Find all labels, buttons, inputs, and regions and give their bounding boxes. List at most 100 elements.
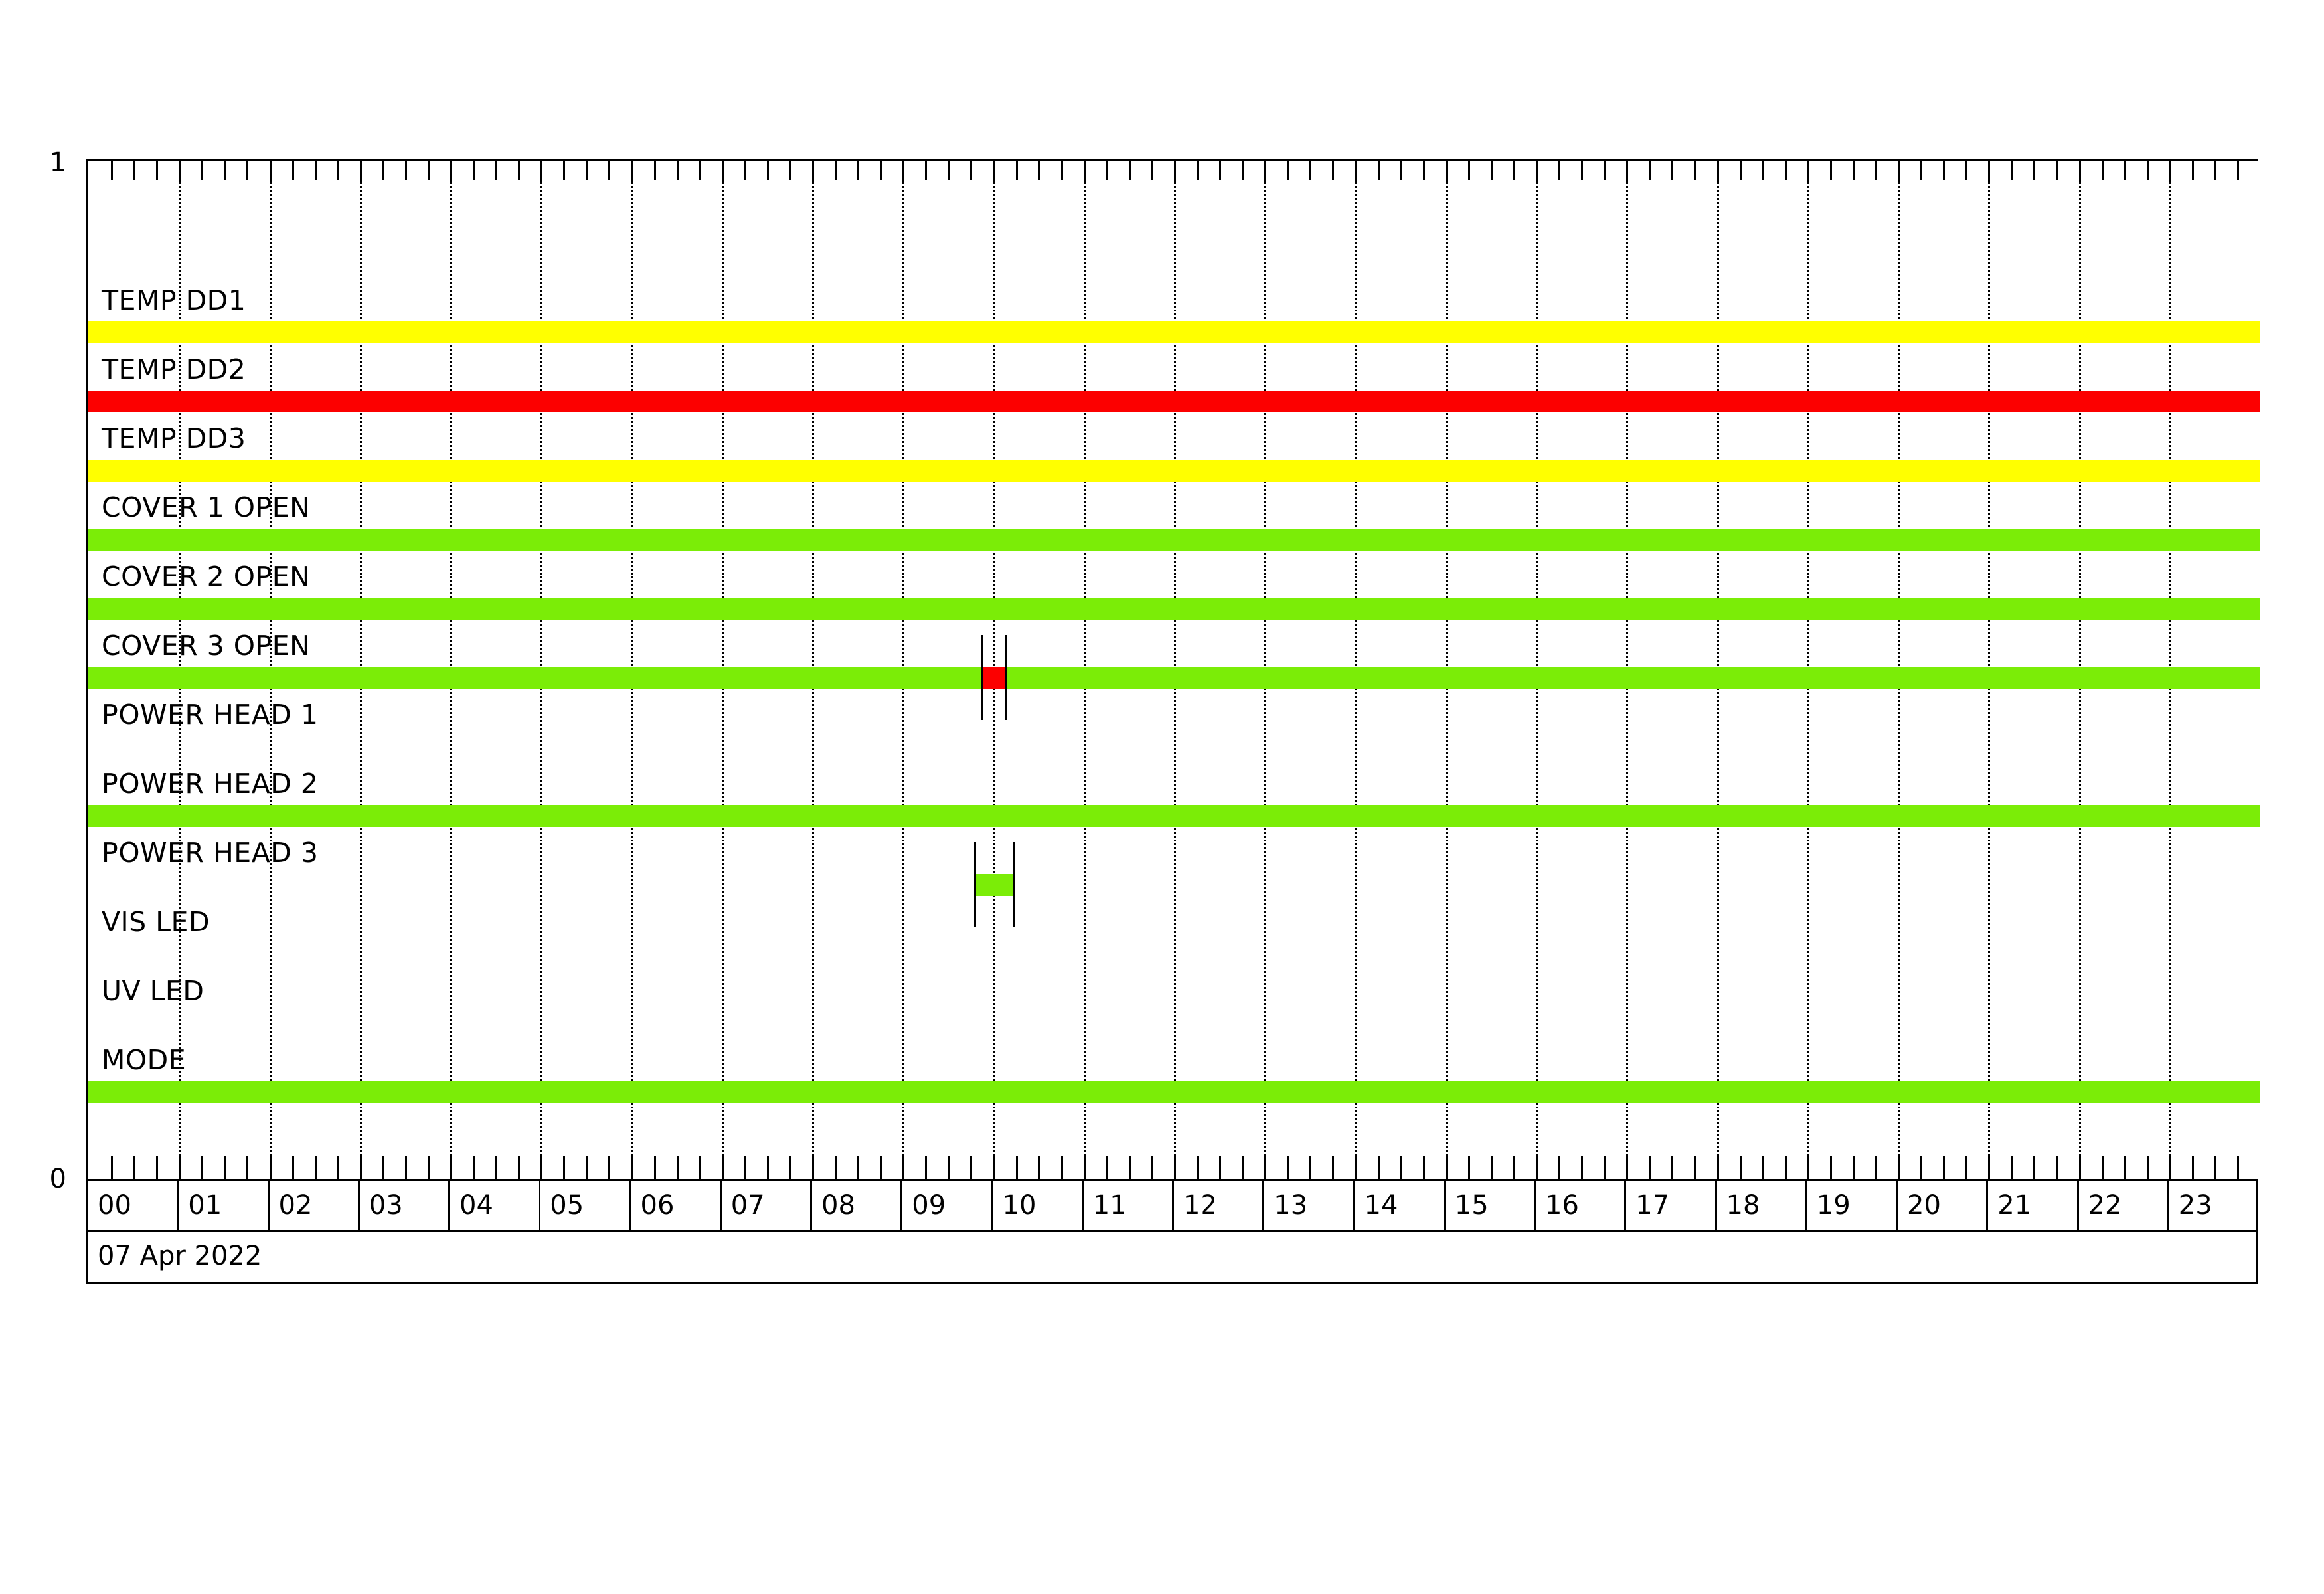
hour-tick — [359, 161, 362, 184]
minor-tick — [2011, 161, 2013, 180]
minor-tick — [1943, 1156, 1946, 1179]
hour-tick — [450, 1156, 452, 1179]
minor-tick — [608, 1156, 611, 1179]
minor-tick — [1151, 161, 1153, 180]
minor-tick — [880, 1156, 882, 1179]
minor-tick — [586, 161, 588, 180]
minor-tick — [1377, 161, 1380, 180]
minor-tick — [224, 1156, 226, 1179]
hour-tick — [2078, 161, 2081, 184]
minor-tick — [744, 161, 746, 180]
hour-tick — [540, 161, 543, 184]
row-label: VIS LED — [102, 906, 210, 938]
timeline-row: COVER 2 OPEN — [88, 561, 2260, 630]
minor-tick — [1762, 161, 1764, 180]
hour-tick — [1536, 161, 1538, 184]
hour-label-cell: 05 — [540, 1181, 631, 1230]
hour-tick — [1083, 161, 1086, 184]
status-bar — [88, 1081, 2260, 1103]
minor-tick — [970, 161, 973, 180]
minor-tick — [1581, 1156, 1584, 1179]
hour-label-cell: 04 — [450, 1181, 541, 1230]
row-label: UV LED — [102, 975, 205, 1007]
minor-tick — [1490, 161, 1493, 180]
minor-tick — [2191, 161, 2194, 180]
minor-tick — [1739, 1156, 1742, 1179]
minor-tick — [1467, 161, 1470, 180]
minor-tick — [427, 161, 430, 180]
minor-tick — [156, 1156, 159, 1179]
hour-label-cell: 14 — [1355, 1181, 1446, 1230]
status-bar — [88, 321, 2260, 343]
hour-tick — [1716, 161, 1719, 184]
hour-tick — [1083, 1156, 1086, 1179]
minor-tick — [1309, 1156, 1312, 1179]
minor-tick — [1649, 161, 1651, 180]
minor-tick — [2146, 161, 2149, 180]
hour-tick — [179, 1156, 181, 1179]
cursor-line — [981, 635, 983, 720]
minor-tick — [111, 1156, 114, 1179]
timeline-row: MODE — [88, 1044, 2260, 1113]
minor-tick — [1581, 161, 1584, 180]
hour-label-cell: 00 — [88, 1181, 179, 1230]
hour-axis-band: 00 01 02 03 04 05 06 07 08 09 10 11 12 13 14 15 16 17 18 19… — [86, 1179, 2258, 1232]
minor-tick — [1671, 161, 1674, 180]
event-segment — [1005, 667, 2260, 689]
minor-tick — [1920, 161, 1923, 180]
row-label: TEMP DD1 — [102, 284, 246, 316]
timeline-row: POWER HEAD 3 — [88, 837, 2258, 906]
minor-tick — [1197, 161, 1199, 180]
hour-label-cell: 01 — [179, 1181, 270, 1230]
date-band: 07 Apr 2022 — [86, 1232, 2258, 1284]
hour-tick — [2169, 1156, 2171, 1179]
minor-tick — [1332, 1156, 1335, 1179]
minor-tick — [653, 1156, 656, 1179]
hour-label-cell: 22 — [2079, 1181, 2169, 1230]
minor-tick — [1852, 1156, 1855, 1179]
minor-tick — [1128, 1156, 1131, 1179]
hour-label-cell: 20 — [1898, 1181, 1989, 1230]
minor-tick — [314, 161, 317, 180]
minor-tick — [291, 161, 294, 180]
minor-tick — [835, 1156, 837, 1179]
minor-tick — [744, 1156, 746, 1179]
minor-tick — [1015, 161, 1018, 180]
minor-tick — [1965, 1156, 1968, 1179]
row-label: COVER 1 OPEN — [102, 491, 311, 523]
hour-tick — [902, 1156, 905, 1179]
minor-tick — [925, 161, 928, 180]
minor-tick — [563, 161, 566, 180]
minor-tick — [1309, 161, 1312, 180]
minor-tick — [1219, 1156, 1222, 1179]
hour-tick — [721, 161, 724, 184]
hour-tick — [1807, 1156, 1809, 1179]
minor-tick — [404, 161, 407, 180]
minor-tick — [1219, 161, 1222, 180]
minor-tick — [1242, 161, 1244, 180]
hour-tick — [179, 161, 181, 184]
minor-tick — [133, 161, 136, 180]
hour-tick — [1355, 161, 1357, 184]
minor-tick — [1038, 161, 1040, 180]
minor-tick — [653, 161, 656, 180]
minor-tick — [676, 1156, 679, 1179]
hour-tick — [1264, 1156, 1267, 1179]
hour-label-cell: 11 — [1084, 1181, 1174, 1230]
minor-tick — [1829, 161, 1832, 180]
cursor-line — [973, 842, 976, 927]
hour-label-cell: 16 — [1536, 1181, 1627, 1230]
minor-tick — [1604, 161, 1606, 180]
minor-tick — [2146, 1156, 2149, 1179]
minor-tick — [1739, 161, 1742, 180]
timeline-row: VIS LED — [88, 906, 2258, 975]
hour-tick — [812, 1156, 814, 1179]
hour-tick — [902, 161, 905, 184]
minor-tick — [2056, 1156, 2058, 1179]
hour-label-cell: 13 — [1264, 1181, 1355, 1230]
minor-tick — [518, 1156, 521, 1179]
row-label: POWER HEAD 1 — [102, 699, 319, 731]
hour-tick — [1626, 161, 1629, 184]
minor-tick — [201, 1156, 204, 1179]
